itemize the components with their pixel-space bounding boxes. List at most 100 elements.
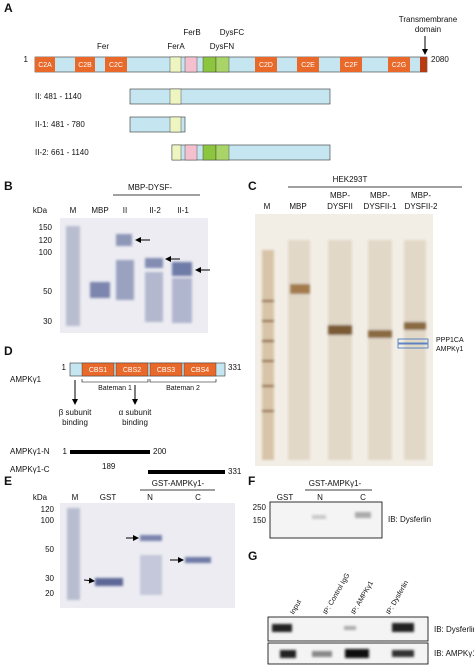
panel-label: D bbox=[4, 344, 13, 358]
fer-label: Fer bbox=[97, 42, 109, 51]
marker-label: 150 bbox=[39, 223, 53, 232]
lane-label: M bbox=[70, 206, 77, 215]
gel-bands bbox=[262, 240, 426, 460]
domain-label: C2F bbox=[344, 62, 357, 69]
end-label: 200 bbox=[153, 447, 167, 456]
binding-label: α subunit bbox=[119, 408, 152, 417]
construct-label: II-1: 481 - 780 bbox=[35, 120, 85, 129]
marker-label: 50 bbox=[45, 545, 54, 554]
panel-label: E bbox=[4, 474, 12, 488]
marker-label: 120 bbox=[39, 236, 53, 245]
kda-label: kDa bbox=[33, 493, 48, 502]
blot-bands bbox=[272, 623, 414, 632]
start-label: 1 bbox=[62, 363, 67, 372]
protein-label: AMPKγ1 bbox=[10, 375, 42, 384]
domains bbox=[35, 56, 427, 73]
binding-label: β subunit bbox=[59, 408, 92, 417]
lane-label: MBP bbox=[91, 206, 108, 215]
binding-label: binding bbox=[62, 418, 88, 427]
lane-label: IP: AMPKγ1 bbox=[350, 580, 375, 616]
tm-label: domain bbox=[415, 25, 441, 34]
band-label: AMPKγ1 bbox=[436, 346, 463, 353]
construct-bar bbox=[171, 144, 331, 161]
lane-label: II-1 bbox=[177, 206, 189, 215]
lane-label: MBP- bbox=[330, 191, 350, 200]
panel-label: A bbox=[4, 1, 13, 15]
domain-label: C2A bbox=[38, 62, 52, 69]
start-label: 189 bbox=[102, 462, 116, 471]
dysfn-label: DysFN bbox=[210, 42, 235, 51]
blot-bands bbox=[312, 512, 371, 519]
lane-label: M bbox=[264, 202, 271, 211]
lane-label: DYSFII-1 bbox=[364, 202, 397, 211]
marker-label: 250 bbox=[253, 503, 267, 512]
blot-label: IB: Dysferlin bbox=[434, 625, 474, 634]
lane-label: GST bbox=[277, 493, 294, 502]
start-label: 1 bbox=[24, 55, 29, 64]
end-label: 331 bbox=[228, 467, 242, 476]
kda-label: kDa bbox=[33, 206, 48, 215]
lane-label: MBP- bbox=[370, 191, 390, 200]
lane-label: MBP- bbox=[411, 191, 431, 200]
binding-label: binding bbox=[122, 418, 148, 427]
panel-label: C bbox=[248, 179, 257, 193]
panel-label: G bbox=[248, 549, 257, 563]
panel-label: B bbox=[4, 179, 13, 193]
lane-label: IP: Dysferlin bbox=[385, 580, 410, 616]
blot-label: IB: AMPKγ1 bbox=[434, 649, 474, 658]
gel-bands bbox=[67, 508, 211, 600]
gel-bands bbox=[66, 226, 192, 326]
lane-label: MBP bbox=[289, 202, 306, 211]
fera-label: FerA bbox=[167, 42, 185, 51]
marker-label: 120 bbox=[41, 505, 55, 514]
blot-bands bbox=[280, 649, 414, 658]
tm-label: Transmembrane bbox=[399, 15, 458, 24]
lane-label: DYSFII bbox=[327, 202, 353, 211]
construct-bar bbox=[129, 88, 331, 105]
bateman-label: Bateman 1 bbox=[98, 385, 132, 392]
marker-label: 30 bbox=[43, 317, 52, 326]
band-label: PPP1CA bbox=[436, 337, 464, 344]
start-label: 1 bbox=[63, 447, 68, 456]
construct-line bbox=[148, 470, 225, 474]
lane-label: M bbox=[72, 493, 79, 502]
lane-header: MBP-DYSF- bbox=[128, 183, 172, 192]
lane-header: GST-AMPKγ1- bbox=[309, 479, 362, 488]
construct-label: AMPKγ1-C bbox=[10, 465, 50, 474]
bateman-label: Bateman 2 bbox=[166, 385, 200, 392]
domain-label: CBS1 bbox=[89, 367, 107, 374]
lane-header: GST-AMPKγ1- bbox=[152, 479, 205, 488]
marker-label: 150 bbox=[253, 516, 267, 525]
end-label: 2080 bbox=[431, 55, 449, 64]
construct-label: AMPKγ1-N bbox=[10, 447, 50, 456]
lane-label: Input bbox=[289, 599, 303, 616]
domain-label: C2B bbox=[78, 62, 92, 69]
blot-label: IB: Dysferlin bbox=[388, 515, 431, 524]
marker-label: 50 bbox=[43, 287, 52, 296]
lane-label: N bbox=[147, 493, 153, 502]
construct-label: II: 481 - 1140 bbox=[35, 92, 82, 101]
domain-label: CBS3 bbox=[157, 367, 175, 374]
lane-label: II bbox=[123, 206, 127, 215]
domain-label: C2E bbox=[301, 62, 315, 69]
domain-label: CBS4 bbox=[191, 367, 209, 374]
marker-label: 20 bbox=[45, 589, 54, 598]
ferb-label: FerB bbox=[183, 28, 200, 37]
marker-label: 30 bbox=[45, 574, 54, 583]
panel-label: F bbox=[248, 474, 255, 488]
lane-header: HEK293T bbox=[333, 175, 368, 184]
marker-label: 100 bbox=[39, 248, 53, 257]
dysfc-label: DysFC bbox=[220, 28, 245, 37]
domain-label: C2G bbox=[392, 62, 406, 69]
construct-label: II-2: 661 - 1140 bbox=[35, 148, 89, 157]
marker-label: 100 bbox=[41, 516, 55, 525]
lane-label: GST bbox=[100, 493, 117, 502]
construct-line bbox=[70, 450, 150, 454]
end-label: 331 bbox=[228, 363, 242, 372]
lane-label: C bbox=[195, 493, 201, 502]
lane-label: C bbox=[360, 493, 366, 502]
blot bbox=[269, 501, 383, 539]
domain-label: C2D bbox=[259, 62, 273, 69]
lane-label: N bbox=[317, 493, 323, 502]
